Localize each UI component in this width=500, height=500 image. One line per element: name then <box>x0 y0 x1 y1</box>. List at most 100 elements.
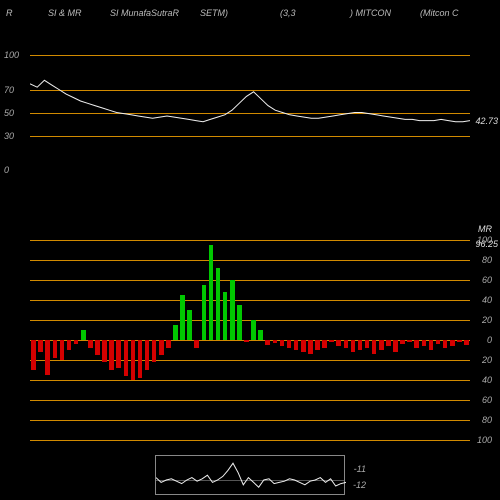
y-axis-label: 70 <box>4 85 14 95</box>
mr-bar <box>53 340 58 358</box>
mr-bar <box>145 340 150 370</box>
mr-bar <box>358 340 363 350</box>
mr-bar <box>102 340 107 362</box>
mr-bar <box>436 340 441 344</box>
y-axis-label: 60 <box>482 395 492 405</box>
rsi-value-label: 42.73 <box>475 116 498 126</box>
mr-bar <box>45 340 50 375</box>
mr-bar <box>180 295 185 340</box>
mr-bar <box>95 340 100 355</box>
mr-bar <box>329 340 334 342</box>
mini-label: -12 <box>353 480 366 490</box>
mr-bar <box>216 268 221 340</box>
rsi-line-panel: 100705030042.73 <box>30 55 470 170</box>
mr-bar <box>152 340 157 362</box>
mr-bar <box>407 340 412 342</box>
mr-bar <box>308 340 313 354</box>
mr-bar <box>81 330 86 340</box>
mr-bar <box>237 305 242 340</box>
y-axis-label: 0 <box>487 335 492 345</box>
mr-bar <box>365 340 370 348</box>
y-axis-label: 50 <box>4 108 14 118</box>
mr-bar <box>379 340 384 350</box>
mr-bar <box>159 340 164 355</box>
panel-title: MR <box>478 224 492 234</box>
mini-line <box>156 456 346 496</box>
mr-bar <box>209 245 214 340</box>
mr-bar <box>116 340 121 368</box>
mr-bar <box>138 340 143 378</box>
mr-bar <box>344 340 349 348</box>
y-axis-label: 20 <box>482 315 492 325</box>
mr-bar <box>301 340 306 352</box>
mr-bar <box>273 340 278 343</box>
mr-bar <box>173 325 178 340</box>
grid-line <box>30 300 470 301</box>
mr-bar <box>414 340 419 348</box>
grid-line <box>30 380 470 381</box>
mr-bar <box>230 280 235 340</box>
mr-bar <box>351 340 356 352</box>
mr-bar <box>109 340 114 370</box>
mr-bar <box>265 340 270 345</box>
mr-bar <box>443 340 448 348</box>
mr-bar <box>450 340 455 346</box>
header-label: SETM) <box>200 8 228 18</box>
mr-bar <box>386 340 391 346</box>
y-axis-label: 100 <box>477 435 492 445</box>
mr-bar <box>187 310 192 340</box>
mr-bar <box>315 340 320 350</box>
mr-bar <box>131 340 136 380</box>
mini-label: -11 <box>354 464 366 474</box>
mr-bar <box>258 330 263 340</box>
mr-bar <box>60 340 65 360</box>
mr-bar <box>372 340 377 354</box>
mr-bar <box>31 340 36 370</box>
y-axis-label: 30 <box>4 131 14 141</box>
y-axis-label: 40 <box>482 375 492 385</box>
header-label: SI & MR <box>48 8 82 18</box>
mr-value-label: 96.25 <box>475 239 498 249</box>
mr-bar <box>194 340 199 348</box>
y-axis-label: 20 <box>482 355 492 365</box>
mr-bar <box>280 340 285 346</box>
grid-line <box>30 280 470 281</box>
y-axis-label: 80 <box>482 255 492 265</box>
y-axis-label: 40 <box>482 295 492 305</box>
y-axis-label: 0 <box>4 165 9 175</box>
grid-line <box>30 420 470 421</box>
mr-bar <box>287 340 292 348</box>
mr-bar <box>336 340 341 346</box>
mini-oscillator-panel: -11-12 <box>155 455 345 495</box>
header-label: ) MITCON <box>350 8 391 18</box>
grid-line <box>30 400 470 401</box>
mr-bar <box>422 340 427 346</box>
mr-bar <box>67 340 72 350</box>
grid-line <box>30 440 470 441</box>
header-label: SI MunafaSutraR <box>110 8 179 18</box>
mr-bar <box>244 340 249 342</box>
rsi-line <box>30 55 470 170</box>
chart-header: R SI & MR SI MunafaSutraR SETM) (3,3 ) MITCON… <box>0 8 500 22</box>
mr-bar <box>393 340 398 352</box>
mr-bar <box>464 340 469 345</box>
mr-bar <box>202 285 207 340</box>
grid-line <box>30 240 470 241</box>
mr-bar <box>457 340 462 342</box>
mr-bar <box>429 340 434 350</box>
header-label: R <box>6 8 13 18</box>
header-label: (3,3 <box>280 8 296 18</box>
mr-bar-panel: 10080604020020406080100MR96.25 <box>30 240 470 440</box>
mr-bar <box>88 340 93 348</box>
y-axis-label: 100 <box>4 50 19 60</box>
header-label: (Mitcon C <box>420 8 459 18</box>
mr-bar <box>294 340 299 350</box>
mr-bar <box>251 320 256 340</box>
mr-bar <box>166 340 171 348</box>
y-axis-label: 60 <box>482 275 492 285</box>
mr-bar <box>400 340 405 344</box>
mr-bar <box>124 340 129 376</box>
mr-bar <box>38 340 43 352</box>
mr-bar <box>223 292 228 340</box>
grid-line <box>30 360 470 361</box>
